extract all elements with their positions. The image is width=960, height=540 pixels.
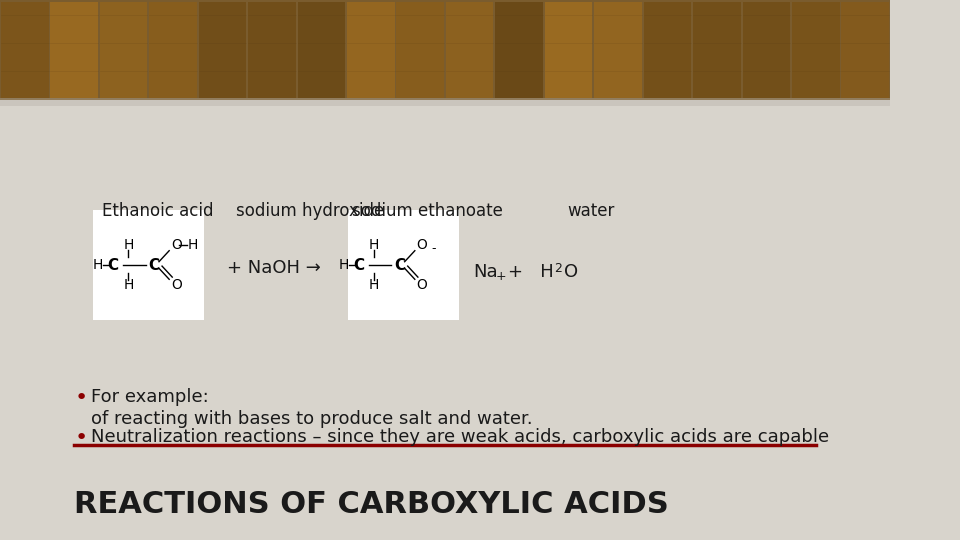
Bar (149, 2, 197, 98)
Text: O: O (171, 278, 181, 292)
Text: Neutralization reactions – since they are weak acids, carboxylic acids are capab: Neutralization reactions – since they ar… (91, 428, 829, 446)
Text: O: O (417, 278, 427, 292)
Text: •: • (74, 388, 87, 408)
Text: O: O (171, 238, 181, 252)
Text: sodium ethanoate: sodium ethanoate (352, 202, 503, 220)
Bar (792, 2, 840, 98)
Text: H: H (123, 278, 133, 292)
Text: -: - (431, 242, 436, 255)
Text: For example:: For example: (91, 388, 208, 406)
Text: + NaOH →: + NaOH → (228, 259, 321, 277)
Bar (0, 0, 890, 100)
Bar (93, 210, 204, 320)
Text: Na: Na (472, 263, 497, 281)
Bar (643, 2, 691, 98)
Bar (0, 100, 890, 540)
Text: 2: 2 (554, 261, 563, 274)
Bar (100, 2, 148, 98)
Text: C: C (394, 258, 405, 273)
Bar (742, 2, 790, 98)
Bar (841, 2, 889, 98)
Bar (50, 2, 98, 98)
Bar (348, 210, 459, 320)
Bar (347, 2, 395, 98)
Bar (495, 2, 543, 98)
Text: O: O (417, 238, 427, 252)
Text: O: O (564, 263, 578, 281)
Text: H: H (369, 278, 379, 292)
Text: Ethanoic acid: Ethanoic acid (102, 202, 213, 220)
Text: H: H (369, 238, 379, 252)
Bar (199, 2, 247, 98)
Bar (298, 2, 346, 98)
Text: water: water (567, 202, 614, 220)
Text: +   H: + H (508, 263, 554, 281)
Text: +: + (496, 269, 507, 282)
Bar (594, 2, 642, 98)
Bar (693, 2, 741, 98)
Bar (396, 2, 444, 98)
Bar (1, 2, 49, 98)
Bar (248, 2, 296, 98)
Text: H: H (338, 258, 348, 272)
Text: •: • (74, 428, 87, 448)
Bar (544, 2, 592, 98)
Text: H: H (187, 238, 198, 252)
Text: of reacting with bases to produce salt and water.: of reacting with bases to produce salt a… (91, 410, 533, 428)
Bar (445, 2, 493, 98)
Text: C: C (108, 258, 119, 273)
Text: REACTIONS OF CARBOXYLIC ACIDS: REACTIONS OF CARBOXYLIC ACIDS (74, 490, 669, 519)
Text: C: C (353, 258, 364, 273)
Text: sodium hydroxide: sodium hydroxide (236, 202, 385, 220)
Bar (0, 98, 890, 106)
Text: H: H (92, 258, 103, 272)
Text: H: H (123, 238, 133, 252)
Text: C: C (149, 258, 159, 273)
